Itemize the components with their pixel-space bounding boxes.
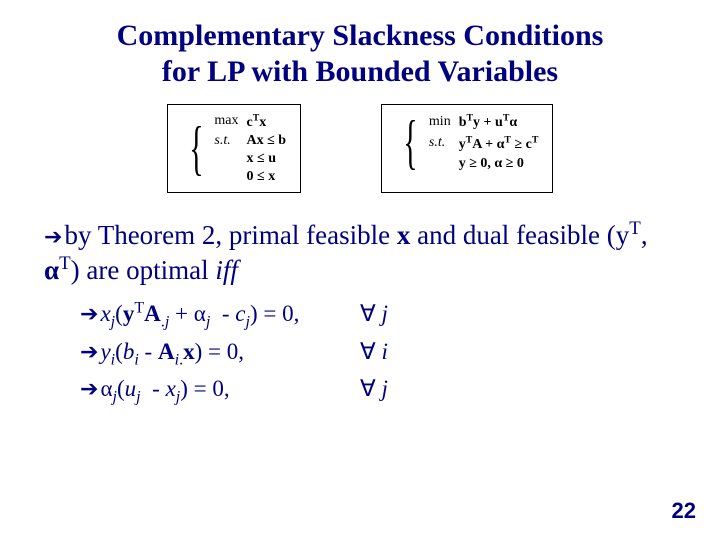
dual-obj: bTy + uTα — [459, 115, 517, 130]
primal-obj-label: max — [210, 111, 242, 132]
theorem-suffix: ) are optimal — [71, 255, 216, 285]
primal-c3: 0 ≤ x — [247, 169, 276, 184]
theorem-prefix: by Theorem 2, primal feasible — [64, 220, 396, 250]
theorem-x: x — [397, 220, 411, 250]
primal-box: { max cTx s.t. Ax ≤ b x ≤ u 0 ≤ x — [167, 104, 302, 193]
dual-obj-label: min — [425, 111, 455, 133]
dual-st: s.t. — [429, 135, 445, 150]
dual-box: { min bTy + uTα s.t. yTA + αT ≥ cT y ≥ 0… — [381, 104, 553, 193]
theorem-statement: ➔by Theorem 2, primal feasible x and dua… — [44, 217, 680, 289]
dual-c1: yTA + αT ≥ cT — [459, 137, 539, 152]
primal-obj: cTx — [247, 115, 267, 130]
theorem-iff: iff — [215, 255, 238, 285]
arrow-icon: ➔ — [80, 376, 98, 401]
dual-c2: y ≥ 0, α ≥ 0 — [459, 156, 524, 171]
theorem-mid: and dual feasible ( — [410, 220, 615, 250]
primal-c1: Ax ≤ b — [247, 133, 287, 148]
cond2-expr: yi(bi - Ai.x) = 0, — [100, 339, 244, 364]
primal-c2: x ≤ u — [247, 151, 276, 166]
conditions-list: ➔xj(yTA.j + αj - cj) = 0, ∀ j ➔yi(bi - A… — [80, 296, 680, 410]
lp-boxes-row: { max cTx s.t. Ax ≤ b x ≤ u 0 ≤ x { min … — [40, 104, 680, 193]
cond2-quant: ∀ i — [360, 335, 440, 370]
title-line-2: for LP with Bounded Variables — [162, 55, 558, 88]
arrow-icon: ➔ — [44, 224, 62, 249]
slide-title: Complementary Slackness Conditions for L… — [40, 18, 680, 90]
title-line-1: Complementary Slackness Conditions — [117, 19, 604, 52]
arrow-icon: ➔ — [80, 301, 98, 326]
cond3-expr: αj(uj - xj) = 0, — [100, 376, 229, 401]
page-number: 22 — [672, 498, 696, 524]
condition-2: ➔yi(bi - Ai.x) = 0, ∀ i — [80, 335, 680, 373]
cond1-quant: ∀ j — [360, 297, 440, 332]
cond3-quant: ∀ j — [360, 372, 440, 407]
condition-1: ➔xj(yTA.j + αj - cj) = 0, ∀ j — [80, 296, 680, 334]
cond1-expr: xj(yTA.j + αj - cj) = 0, — [100, 301, 299, 326]
primal-st: s.t. — [214, 133, 230, 148]
arrow-icon: ➔ — [80, 339, 98, 364]
condition-3: ➔αj(uj - xj) = 0, ∀ j — [80, 372, 680, 410]
